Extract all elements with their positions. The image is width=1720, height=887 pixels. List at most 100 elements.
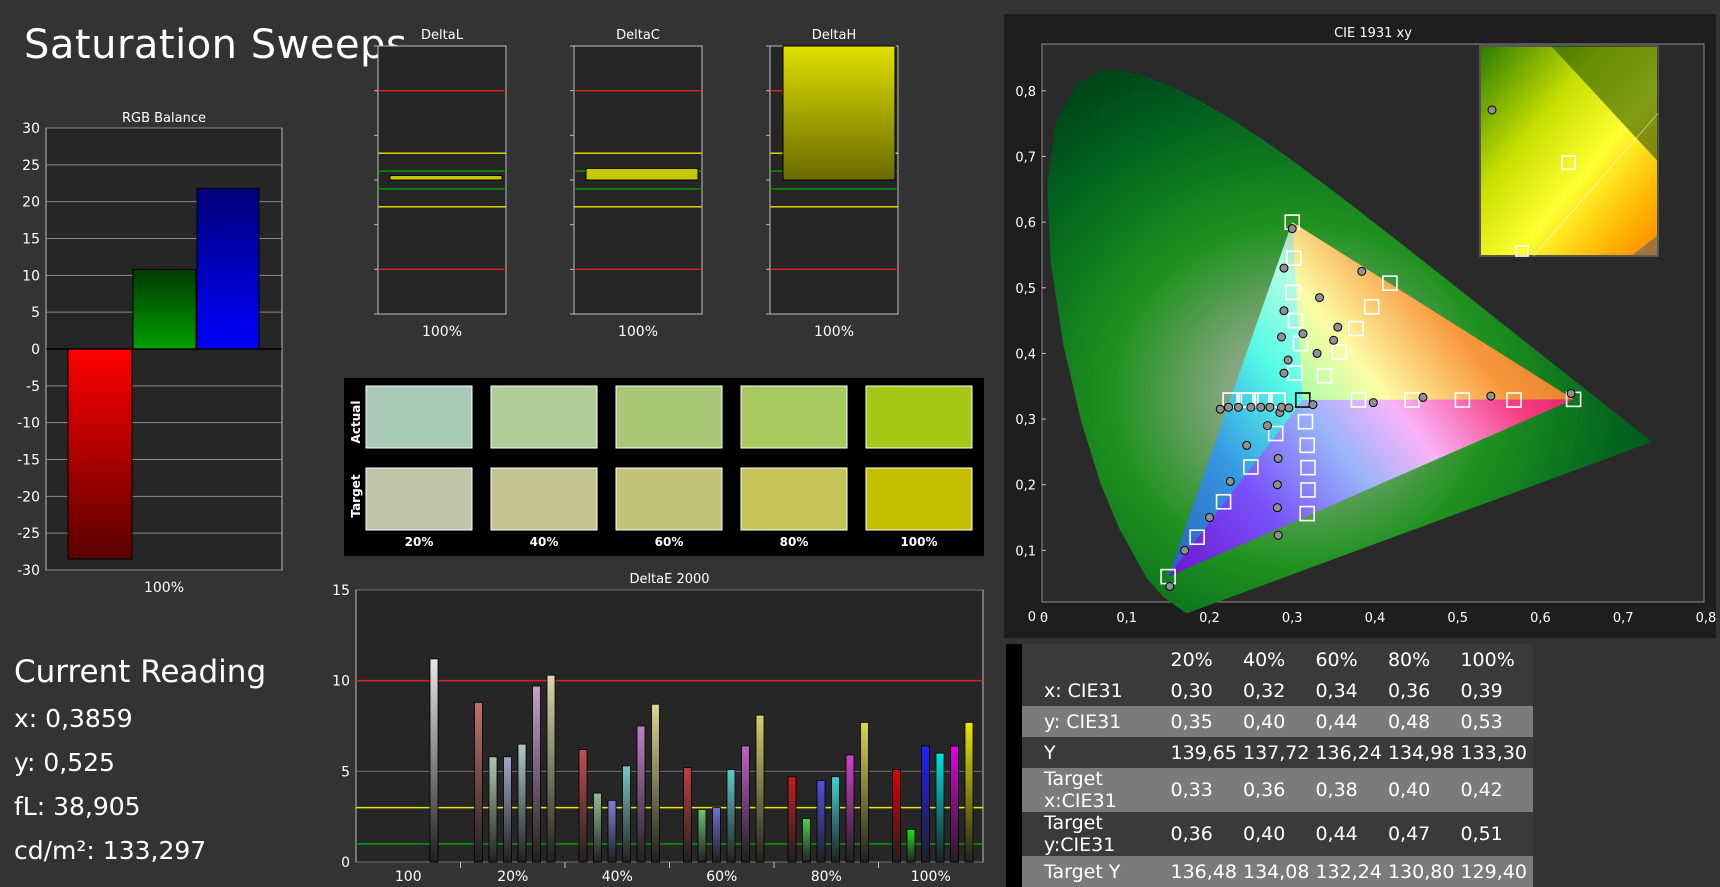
table-header: 40%	[1242, 644, 1316, 675]
delta-e-bar	[845, 754, 855, 863]
table-cell: 0,42	[1460, 768, 1533, 812]
y-tick-label: 5	[31, 305, 40, 321]
measured-point	[1272, 480, 1282, 490]
table-cell: 0,40	[1242, 812, 1316, 856]
table-cell: 0,30	[1170, 675, 1243, 706]
y-tick-label: 0	[341, 855, 350, 871]
delta-e-bar	[593, 792, 602, 863]
table-cell: 0,33	[1170, 768, 1243, 812]
table-cell: 134,98	[1387, 737, 1461, 768]
measured-point	[1329, 335, 1339, 345]
delta-e-bar	[892, 769, 901, 863]
x-tick-label: 20%	[497, 869, 528, 884]
row-label-actual: Actual	[349, 401, 363, 444]
measured-point	[1273, 530, 1283, 540]
delta-c-chart: DeltaC151050-5-10-15100%	[570, 28, 703, 340]
delta-bar	[585, 167, 699, 181]
reading-y: y: 0,525	[14, 748, 115, 777]
bar-red	[67, 348, 133, 560]
measured-point	[1262, 421, 1272, 431]
y-tick-label: 0,6	[1015, 216, 1036, 231]
y-tick-label: 0,5	[1015, 282, 1036, 297]
target-patch	[490, 467, 598, 531]
y-tick-label: -20	[17, 489, 40, 505]
table-cell: 139,65	[1170, 737, 1243, 768]
table-cell: 0,40	[1387, 768, 1461, 812]
delta-e-bar	[831, 776, 840, 863]
measured-point	[1486, 391, 1496, 401]
target-marker	[1316, 367, 1333, 384]
x-tick-label: 0,5	[1447, 611, 1468, 626]
measured-point	[1276, 402, 1286, 412]
measured-point	[1276, 332, 1286, 342]
measured-point	[1279, 368, 1289, 378]
x-tick-label: 0,1	[1116, 611, 1137, 626]
table-header-row: 20% 40% 60% 80% 100%	[1006, 644, 1533, 675]
measured-point	[1265, 402, 1275, 412]
table-cell: 0,36	[1387, 675, 1461, 706]
measured-point	[1566, 388, 1576, 398]
measured-point	[1225, 476, 1235, 486]
gamut-yellow-tint	[1292, 222, 1574, 401]
delta-e-bar	[712, 807, 721, 863]
delta-e-bar	[860, 721, 869, 863]
delta-e-2000-chart: DeltaE 2000 15 10 5 0 100 20% 40% 60% 80% 100%	[332, 572, 984, 884]
measured-point	[1298, 329, 1308, 339]
delta-bar	[389, 175, 503, 181]
chart-title: DeltaH	[812, 28, 856, 43]
table-cell: 0,38	[1315, 768, 1388, 812]
target-patch	[365, 467, 473, 531]
actual-patch	[490, 385, 598, 449]
x-tick-label: 100%	[911, 869, 951, 884]
chart-title: RGB Balance	[122, 112, 206, 126]
patch-label: 100%	[900, 535, 937, 549]
measured-point	[1279, 263, 1289, 273]
target-marker	[1299, 437, 1315, 454]
table-cell: 137,72	[1242, 737, 1316, 768]
y-tick-label: -25	[17, 526, 40, 542]
target-patch	[740, 467, 848, 531]
table-header: 20%	[1170, 644, 1243, 675]
target-marker	[1286, 250, 1302, 267]
table-cell: 0,36	[1242, 768, 1316, 812]
delta-e-bar	[935, 752, 945, 863]
measured-point	[1242, 440, 1252, 450]
x-tick-label: 80%	[811, 869, 842, 884]
x-tick-label: 0,8	[1696, 611, 1716, 626]
patch-label: 20%	[405, 535, 434, 549]
table-cell: 0,44	[1315, 706, 1388, 737]
x-tick-label: 0	[1040, 611, 1048, 626]
delta-e-bar	[607, 799, 617, 863]
table-row: Target y:CIE31 0,36 0,40 0,44 0,47 0,51	[1006, 812, 1533, 856]
delta-e-bar	[546, 674, 556, 863]
x-tick-label: 100	[395, 869, 422, 884]
y-tick-label: 30	[22, 121, 40, 137]
row-label-target: Target	[349, 474, 363, 517]
rgb-balance-chart: RGB Balance 30 25 20 15 10 5 0 -5 -10 -15 -20 -25 -30…	[17, 112, 283, 596]
delta-e-bar	[950, 745, 959, 863]
y-tick-label: 0,1	[1015, 544, 1036, 559]
delta-e-bar	[636, 725, 646, 863]
actual-patch	[615, 385, 723, 449]
table-header: 60%	[1315, 644, 1388, 675]
measured-point	[1233, 402, 1243, 412]
measured-point	[1357, 266, 1367, 276]
table-row: Target x:CIE31 0,33 0,36 0,38 0,40 0,42	[1006, 768, 1533, 812]
table-cell: 134,08	[1242, 856, 1316, 887]
y-tick-label: 0	[31, 342, 40, 358]
y-tick-label: 0	[1028, 610, 1036, 625]
patch-label: 80%	[780, 535, 809, 549]
bar-blue	[196, 187, 260, 350]
delta-e-bar	[697, 809, 707, 863]
table-row: y: CIE31 0,35 0,40 0,44 0,48 0,53	[1006, 706, 1533, 737]
y-tick-label: -5	[26, 379, 40, 395]
measured-point	[1215, 404, 1225, 414]
row-label: Target Y	[1021, 856, 1171, 887]
row-label: y: CIE31	[1021, 706, 1171, 737]
y-tick-label: -15	[17, 453, 40, 469]
y-tick-label: 0,8	[1015, 85, 1036, 100]
target-marker	[1299, 505, 1315, 522]
measured-point	[1284, 403, 1294, 413]
table-cell: 136,24	[1315, 737, 1388, 768]
cie-1931-chart: CIE 1931 xy 0 0,1 0,2 0,3 0,4 0,5 0,6 0,7 0,8 0 0,1…	[1004, 14, 1716, 638]
